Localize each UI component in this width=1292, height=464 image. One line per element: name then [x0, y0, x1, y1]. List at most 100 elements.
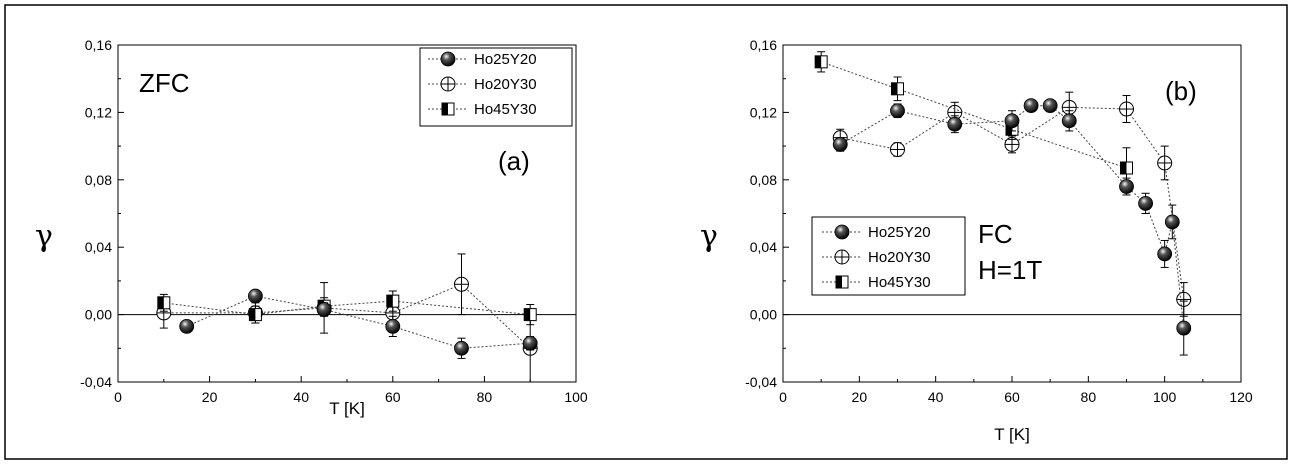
annotation-fc: FC: [978, 219, 1013, 249]
data-point: [815, 56, 827, 68]
data-point: [455, 277, 469, 291]
y-tick-label: 0,16: [750, 37, 777, 53]
marker-ball: [455, 341, 469, 355]
marker-ball: [317, 303, 331, 317]
y-tick-label: 0,12: [85, 104, 112, 120]
data-point: [387, 295, 399, 307]
marker-square-half: [1121, 162, 1127, 174]
marker-ball: [891, 104, 905, 118]
data-point: [1005, 114, 1019, 128]
y-tick-label: 0,08: [750, 172, 777, 188]
x-tick-label: 20: [852, 389, 868, 405]
data-point: [1062, 114, 1076, 128]
marker-ball: [833, 137, 847, 151]
legend-label-ho20y30: Ho20Y30: [868, 249, 931, 266]
marker-square-half: [249, 309, 255, 321]
data-point: [1158, 156, 1172, 170]
annotation-panel-a: (a): [498, 146, 530, 176]
marker-ball: [1043, 99, 1057, 113]
data-point: [180, 319, 194, 333]
panel-a-y-axis-title: γ: [35, 219, 53, 254]
marker-ball: [1165, 215, 1179, 229]
marker-ball: [441, 52, 455, 66]
data-point: [1121, 162, 1133, 174]
marker-ball: [248, 289, 262, 303]
legend-label-ho25y20: Ho25Y20: [474, 51, 537, 68]
data-point: [523, 336, 537, 350]
x-tick-label: 80: [1081, 389, 1097, 405]
y-tick-label: 0,00: [85, 307, 112, 323]
panel-a-x-axis-title: T [K]: [329, 399, 365, 418]
data-point: [948, 117, 962, 131]
data-point: [317, 303, 331, 317]
data-point: [833, 137, 847, 151]
x-tick-label: 0: [114, 389, 122, 405]
data-point: [158, 297, 170, 309]
x-tick-label: 80: [477, 389, 493, 405]
data-point: [1043, 99, 1057, 113]
data-point: [249, 309, 261, 321]
marker-ball: [835, 225, 849, 239]
legend-label-ho45y30: Ho45Y30: [868, 274, 931, 291]
legend-marker-ho45y30: [836, 276, 848, 288]
marker-square-half: [524, 309, 530, 321]
y-tick-label: 0,04: [750, 239, 777, 255]
data-point: [892, 83, 904, 95]
data-point: [891, 104, 905, 118]
y-tick-label: 0,16: [85, 37, 112, 53]
legend-marker-ho25y20: [441, 52, 455, 66]
panel-b-y-axis-title: γ: [700, 219, 718, 254]
legend-marker-ho20y30: [835, 250, 849, 264]
legend-label-ho20y30: Ho20Y30: [474, 76, 537, 93]
marker-square-half: [892, 83, 898, 95]
annotation-field: H=1T: [978, 255, 1042, 285]
marker-ball: [386, 319, 400, 333]
marker-ball: [1120, 180, 1134, 194]
y-tick-label: 0,12: [750, 104, 777, 120]
x-tick-label: 120: [1229, 389, 1253, 405]
x-tick-label: 20: [202, 389, 218, 405]
legend-label-ho25y20: Ho25Y20: [868, 224, 931, 241]
marker-ball: [180, 319, 194, 333]
legend-label-ho45y30: Ho45Y30: [474, 101, 537, 118]
marker-square-half: [442, 103, 448, 115]
marker-ball: [1139, 196, 1153, 210]
x-tick-label: 40: [293, 389, 309, 405]
y-tick-label: 0,04: [85, 239, 112, 255]
annotation-zfc: ZFC: [139, 68, 190, 98]
data-point: [1165, 215, 1179, 229]
data-point: [891, 142, 905, 156]
annotation-panel-b: (b): [1165, 76, 1197, 106]
data-point: [386, 319, 400, 333]
marker-ball: [1005, 114, 1019, 128]
legend-marker-ho45y30: [442, 103, 454, 115]
data-point: [455, 341, 469, 355]
marker-square-half: [158, 297, 164, 309]
y-tick-label: -0,04: [80, 374, 112, 390]
panel-b-legend: Ho25Y20 Ho20Y30 Ho45Y30: [812, 217, 965, 295]
data-point: [1158, 247, 1172, 261]
marker-ball: [523, 336, 537, 350]
legend-marker-ho25y20: [835, 225, 849, 239]
data-point: [524, 309, 536, 321]
x-tick-label: 100: [1153, 389, 1177, 405]
marker-ball: [948, 117, 962, 131]
marker-square-half: [836, 276, 842, 288]
marker-square-half: [815, 56, 821, 68]
data-point: [1024, 99, 1038, 113]
data-point: [1120, 102, 1134, 116]
legend-marker-ho20y30: [441, 77, 455, 91]
data-point: [1120, 180, 1134, 194]
y-tick-label: -0,04: [745, 374, 777, 390]
x-tick-label: 60: [385, 389, 401, 405]
x-tick-label: 100: [564, 389, 588, 405]
panel-a-legend: Ho25Y20 Ho20Y30 Ho45Y30: [420, 48, 572, 126]
marker-ball: [1177, 321, 1191, 335]
data-point: [1139, 196, 1153, 210]
data-point: [1177, 321, 1191, 335]
marker-ball: [1062, 114, 1076, 128]
y-tick-label: 0,00: [750, 307, 777, 323]
panel-b-x-axis-title: T [K]: [994, 425, 1030, 444]
marker-ball: [1024, 99, 1038, 113]
